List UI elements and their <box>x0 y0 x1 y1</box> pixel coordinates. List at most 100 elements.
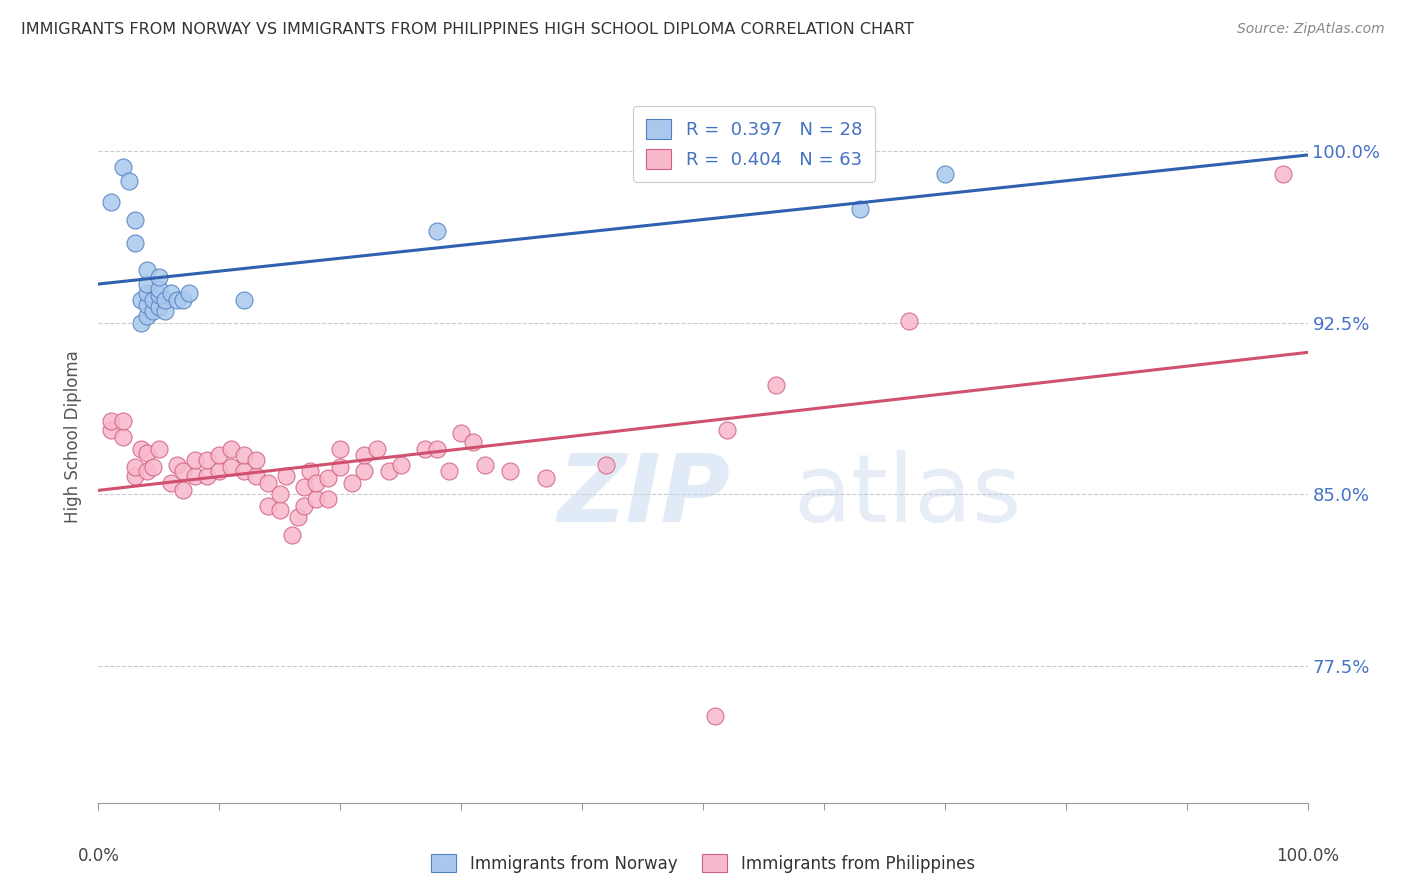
Point <box>172 293 194 307</box>
Point <box>342 475 364 490</box>
Point <box>124 469 146 483</box>
Point <box>129 442 152 456</box>
Legend: Immigrants from Norway, Immigrants from Philippines: Immigrants from Norway, Immigrants from … <box>425 847 981 880</box>
Point <box>389 458 412 472</box>
Point <box>849 202 872 216</box>
Point <box>172 464 194 478</box>
Point <box>1272 167 1295 181</box>
Point <box>281 528 304 542</box>
Point <box>142 293 165 307</box>
Point <box>142 304 165 318</box>
Point <box>135 464 157 478</box>
Point <box>353 464 375 478</box>
Point <box>287 510 309 524</box>
Point <box>135 309 157 323</box>
Point <box>716 423 738 437</box>
Point <box>135 286 157 301</box>
Point <box>135 277 157 291</box>
Point <box>426 224 449 238</box>
Point <box>534 471 557 485</box>
Point <box>704 709 727 723</box>
Point <box>153 293 176 307</box>
Point <box>148 270 170 285</box>
Point <box>142 459 165 474</box>
Point <box>474 458 496 472</box>
Point <box>148 300 170 314</box>
Point <box>377 464 399 478</box>
Point <box>305 491 328 506</box>
Point <box>124 213 146 227</box>
Point <box>100 414 122 428</box>
Point <box>498 464 520 478</box>
Text: IMMIGRANTS FROM NORWAY VS IMMIGRANTS FROM PHILIPPINES HIGH SCHOOL DIPLOMA CORREL: IMMIGRANTS FROM NORWAY VS IMMIGRANTS FRO… <box>21 22 914 37</box>
Point <box>111 430 134 444</box>
Point <box>897 313 920 327</box>
Point <box>124 459 146 474</box>
Point <box>166 458 188 472</box>
Point <box>195 469 218 483</box>
Point <box>232 464 254 478</box>
Point <box>269 487 291 501</box>
Point <box>148 281 170 295</box>
Point <box>135 263 157 277</box>
Point <box>124 235 146 250</box>
Point <box>316 471 339 485</box>
Point <box>129 316 152 330</box>
Point <box>100 194 122 209</box>
Point <box>299 464 322 478</box>
Point <box>595 458 617 472</box>
Point <box>135 297 157 311</box>
Point <box>148 442 170 456</box>
Point <box>160 286 183 301</box>
Point <box>208 448 231 462</box>
Point <box>153 304 176 318</box>
Point <box>765 377 787 392</box>
Point <box>274 469 297 483</box>
Point <box>353 448 375 462</box>
Point <box>256 499 278 513</box>
Point <box>221 442 243 456</box>
Point <box>232 293 254 307</box>
Point <box>245 453 267 467</box>
Point <box>366 442 388 456</box>
Point <box>256 475 278 490</box>
Point <box>269 503 291 517</box>
Point <box>184 469 207 483</box>
Point <box>195 453 218 467</box>
Point <box>450 425 472 440</box>
Point <box>329 442 352 456</box>
Point <box>463 434 485 449</box>
Point <box>166 293 188 307</box>
Y-axis label: High School Diploma: High School Diploma <box>65 351 83 524</box>
Point <box>184 453 207 467</box>
Point <box>316 491 339 506</box>
Text: ZIP: ZIP <box>558 450 731 541</box>
Point <box>437 464 460 478</box>
Point <box>179 286 201 301</box>
Point <box>172 483 194 497</box>
Point <box>292 480 315 494</box>
Point <box>305 475 328 490</box>
Point <box>245 469 267 483</box>
Point <box>100 423 122 437</box>
Point <box>135 446 157 460</box>
Point <box>148 288 170 302</box>
Point <box>160 475 183 490</box>
Text: 0.0%: 0.0% <box>77 847 120 864</box>
Point <box>934 167 956 181</box>
Point <box>329 459 352 474</box>
Text: atlas: atlas <box>793 450 1022 541</box>
Point <box>118 174 141 188</box>
Text: Source: ZipAtlas.com: Source: ZipAtlas.com <box>1237 22 1385 37</box>
Point <box>208 464 231 478</box>
Text: 100.0%: 100.0% <box>1277 847 1339 864</box>
Point <box>426 442 449 456</box>
Point <box>129 293 152 307</box>
Point <box>111 414 134 428</box>
Legend: R =  0.397   N = 28, R =  0.404   N = 63: R = 0.397 N = 28, R = 0.404 N = 63 <box>634 106 875 182</box>
Point <box>232 448 254 462</box>
Point <box>111 161 134 175</box>
Point <box>221 459 243 474</box>
Point <box>413 442 436 456</box>
Point <box>292 499 315 513</box>
